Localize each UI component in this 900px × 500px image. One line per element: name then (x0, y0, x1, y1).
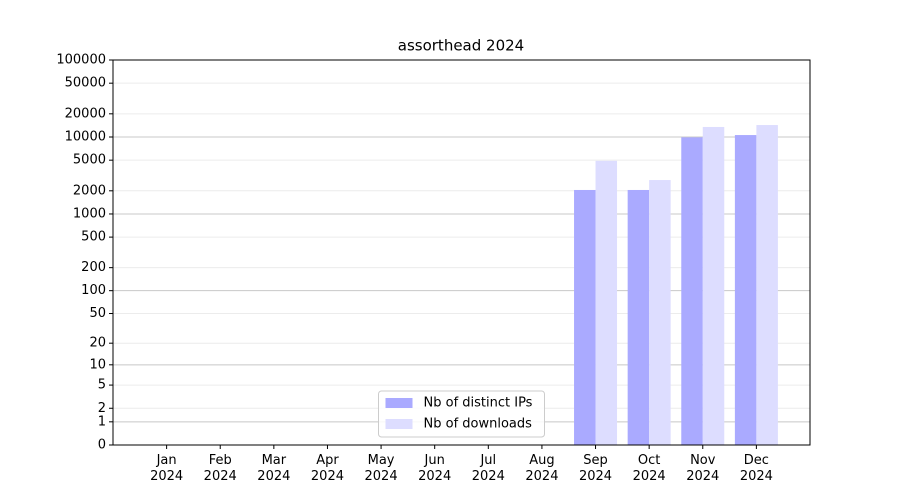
y-tick-label: 0 (98, 438, 106, 453)
bar (595, 160, 618, 445)
y-tick-label: 50000 (65, 76, 106, 91)
x-tick-label: Mar 2024 (257, 453, 291, 484)
x-tick-label: Apr 2024 (310, 453, 344, 484)
bar (574, 189, 596, 445)
y-tick-label: 50 (89, 306, 106, 321)
x-tick-label: Dec 2024 (739, 453, 773, 484)
x-tick-label: Aug 2024 (525, 453, 559, 484)
y-tick-label: 1000 (73, 206, 106, 221)
y-tick-label: 2 (98, 401, 106, 416)
x-tick-label: Feb 2024 (203, 453, 237, 484)
y-tick-label: 20 (89, 336, 106, 351)
y-tick-label: 100 (81, 283, 106, 298)
x-tick-label: Jan 2024 (150, 453, 184, 484)
legend-label: Nb of distinct IPs (424, 396, 533, 411)
legend-label: Nb of downloads (424, 417, 533, 432)
y-tick-label: 1 (98, 414, 106, 429)
x-tick-label: Sep 2024 (578, 453, 613, 484)
bar (756, 125, 778, 446)
legend-box (378, 390, 545, 438)
y-tick-label: 200 (81, 260, 106, 275)
bar (649, 180, 671, 445)
y-tick-label: 10 (89, 357, 106, 372)
legend: Nb of distinct IPs Nb of downloads (378, 390, 545, 438)
x-tick-label: Jun 2024 (418, 453, 452, 484)
legend-swatch (385, 419, 413, 429)
y-tick-label: 5000 (73, 153, 106, 168)
bar (702, 126, 725, 445)
bar (681, 137, 703, 445)
y-tick-label: 10000 (65, 129, 106, 144)
y-tick-label: 2000 (73, 183, 106, 198)
x-tick-label: May 2024 (364, 453, 398, 484)
x-tick-label: Oct 2024 (632, 453, 666, 484)
y-tick-label: 500 (81, 230, 106, 245)
y-tick-label: 20000 (65, 106, 106, 121)
chart-title: assorthead 2024 (398, 37, 524, 55)
x-tick-label: Nov 2024 (686, 453, 720, 484)
plot-frame (112, 59, 811, 446)
bar (627, 189, 650, 445)
x-tick-label: Jul 2024 (471, 453, 505, 484)
y-tick-label: 5 (98, 378, 106, 393)
y-tick-label: 100000 (56, 53, 106, 68)
bar (734, 135, 757, 445)
legend-swatch (385, 398, 413, 408)
